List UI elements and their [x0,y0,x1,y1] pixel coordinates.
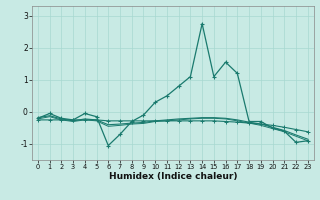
X-axis label: Humidex (Indice chaleur): Humidex (Indice chaleur) [108,172,237,181]
